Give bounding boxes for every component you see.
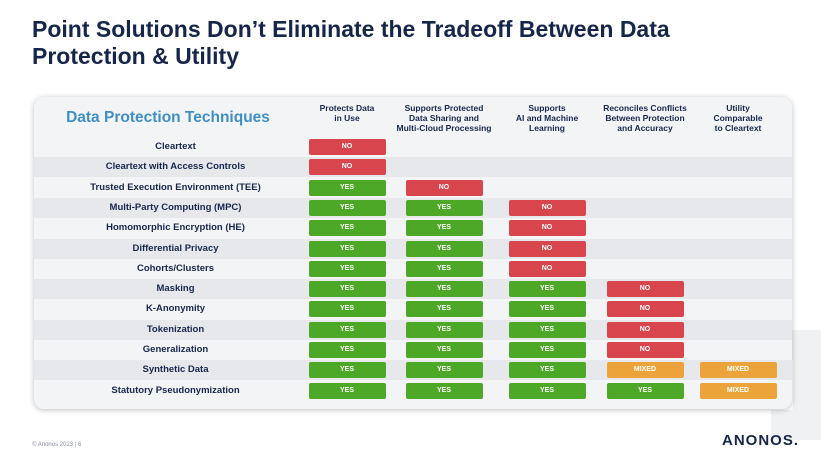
table-row: Homomorphic Encryption (HE) YES YES NO (34, 218, 792, 238)
status-badge-no: NO (606, 301, 684, 318)
technique-label: K-Anonymity (145, 303, 206, 315)
status-badge-yes: YES (405, 382, 483, 399)
anonos-logo: ANONOS. (721, 432, 799, 449)
table-row: Multi-Party Computing (MPC) YES YES NO (34, 197, 792, 218)
column-header: Reconciles Conflicts Between Protection … (603, 103, 687, 133)
status-badge-yes: YES (308, 301, 386, 318)
status-badge-yes: YES (308, 240, 386, 257)
table-row: K-Anonymity YES YES YES NO (34, 299, 792, 319)
column-header: Supports AI and Machine Learning (515, 103, 579, 133)
technique-label: Trusted Execution Environment (TEE) (90, 181, 261, 193)
technique-label: Masking (156, 283, 195, 295)
technique-label: Tokenization (146, 323, 205, 335)
status-badge-no: NO (508, 220, 586, 237)
status-badge-mixed: MIXED (699, 362, 777, 379)
table-row: Cleartext NO (34, 137, 792, 157)
footer-copyright: © Anonos 2023 | 6 (32, 442, 82, 448)
technique-label: Cleartext (155, 141, 196, 152)
table-row: Differential Privacy YES YES NO (34, 238, 792, 259)
status-badge-yes: YES (405, 342, 483, 358)
status-badge-yes: YES (308, 362, 386, 379)
status-badge-yes: YES (308, 342, 386, 358)
status-badge-yes: YES (508, 342, 586, 358)
table-row: Cleartext with Access Controls NO (34, 157, 792, 178)
status-badge-yes: YES (508, 281, 586, 298)
technique-label: Multi-Party Computing (MPC) (109, 201, 242, 213)
table-row: Tokenization YES YES YES NO (34, 319, 792, 340)
status-badge-yes: YES (405, 199, 483, 216)
table-row: Synthetic Data YES YES YES MIXED MIXED (34, 360, 792, 381)
technique-label: Statutory Pseudonymization (111, 384, 240, 396)
table-row: Masking YES YES YES NO (34, 279, 792, 300)
status-badge-yes: YES (405, 362, 483, 379)
column-header: Protects Data in Use (319, 103, 375, 123)
status-badge-yes: YES (508, 362, 586, 379)
status-badge-no: NO (308, 159, 386, 176)
status-badge-yes: YES (606, 382, 684, 399)
technique-label: Synthetic Data (142, 364, 209, 376)
status-badge-yes: YES (308, 199, 386, 216)
status-badge-yes: YES (405, 301, 483, 318)
decorative-bracket-shape (771, 330, 821, 440)
status-badge-yes: YES (508, 301, 586, 318)
status-badge-yes: YES (308, 179, 386, 196)
status-badge-mixed: MIXED (606, 362, 684, 379)
status-badge-yes: YES (405, 260, 483, 277)
status-badge-yes: YES (508, 382, 586, 399)
slide-title: Point Solutions Don’t Eliminate the Trad… (32, 16, 670, 69)
technique-label: Homomorphic Encryption (HE) (106, 222, 245, 234)
status-badge-no: NO (606, 321, 684, 338)
table-row: Generalization YES YES YES NO (34, 340, 792, 360)
status-badge-yes: YES (405, 240, 483, 257)
table-heading: Data Protection Techniques (66, 109, 270, 126)
status-badge-no: NO (308, 139, 386, 155)
status-badge-yes: YES (308, 281, 386, 298)
technique-label: Cohorts/Clusters (136, 262, 215, 274)
technique-label: Cleartext with Access Controls (105, 161, 246, 173)
column-header: Utility Comparable to Cleartext (713, 103, 763, 133)
status-badge-yes: YES (308, 220, 386, 237)
technique-label: Generalization (142, 344, 209, 355)
status-badge-no: NO (606, 342, 684, 358)
status-badge-no: NO (508, 240, 586, 257)
technique-label: Differential Privacy (132, 242, 219, 254)
status-badge-no: NO (405, 179, 483, 196)
status-badge-yes: YES (308, 321, 386, 338)
status-badge-yes: YES (405, 321, 483, 338)
status-badge-yes: YES (405, 281, 483, 298)
table-row: Cohorts/Clusters YES YES NO (34, 259, 792, 279)
status-badge-yes: YES (508, 321, 586, 338)
table-row: Trusted Execution Environment (TEE) YES NO (34, 178, 792, 198)
comparison-table-panel: Data Protection Techniques Protects Data… (34, 97, 792, 409)
status-badge-yes: YES (308, 260, 386, 277)
table-row: Statutory Pseudonymization YES YES YES YES MI… (34, 381, 792, 401)
status-badge-no: NO (508, 199, 586, 216)
status-badge-no: NO (508, 260, 586, 277)
status-badge-no: NO (606, 281, 684, 298)
status-badge-mixed: MIXED (699, 382, 777, 399)
column-header: Supports Protected Data Sharing and Mult… (396, 103, 492, 133)
status-badge-yes: YES (308, 382, 386, 399)
status-badge-yes: YES (405, 220, 483, 237)
